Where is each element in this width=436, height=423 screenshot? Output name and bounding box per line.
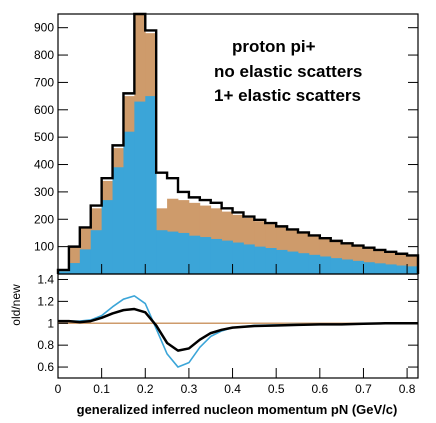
x-tick-label: 0.7 xyxy=(355,382,372,396)
bar-no-elastic xyxy=(407,255,419,274)
bar-no-elastic xyxy=(341,243,353,274)
bar-no-elastic xyxy=(385,251,397,274)
bar-elastic xyxy=(363,262,375,274)
bar-elastic xyxy=(232,242,244,274)
bar-elastic xyxy=(156,230,168,274)
legend-elastic: 1+ elastic scatters xyxy=(214,86,361,105)
bar-elastic xyxy=(330,258,343,274)
ratio-y-tick-label: 0.6 xyxy=(37,360,54,374)
top-y-tick-label: 600 xyxy=(34,103,54,117)
bar-elastic xyxy=(123,131,135,274)
ratio-line-elastic xyxy=(58,295,418,368)
ratio-y-tick-label: 1.2 xyxy=(37,294,54,308)
bar-no-elastic xyxy=(68,246,81,274)
ratio-y-tick-label: 1 xyxy=(47,316,54,330)
bar-elastic xyxy=(265,248,277,274)
top-y-tick-label: 500 xyxy=(34,130,54,144)
bar-no-elastic xyxy=(352,245,364,274)
histogram-outline-proton-pi xyxy=(56,12,420,274)
top-histogram-panel: 100 200 300 400 500 600 700 800 900 xyxy=(34,12,420,275)
bar-elastic xyxy=(79,249,92,274)
top-y-tick-label: 700 xyxy=(34,75,54,89)
x-tick-label: 0.3 xyxy=(181,382,198,396)
ratio-panel: 0.6 0.8 1 1.2 1.4 0 0.1 0.2 0.3 0.4 0.5 0.6 0.7 0.8 xyxy=(37,272,419,396)
top-y-tick-label: 300 xyxy=(34,185,54,199)
bar-elastic xyxy=(243,244,255,274)
bar-no-elastic xyxy=(330,241,343,274)
bar-elastic xyxy=(276,249,288,274)
bar-elastic xyxy=(145,96,157,275)
bar-elastic xyxy=(341,259,353,274)
bar-no-elastic xyxy=(363,247,375,274)
x-tick-label: 0.5 xyxy=(268,382,285,396)
bar-elastic xyxy=(374,263,386,274)
legend-no-elastic: no elastic scatters xyxy=(214,62,362,81)
bar-elastic xyxy=(134,101,146,274)
bar-elastic xyxy=(287,251,299,274)
bar-elastic xyxy=(68,263,81,274)
legend-title: proton pi+ xyxy=(232,37,316,56)
bar-no-elastic xyxy=(374,249,386,274)
bar-elastic xyxy=(112,167,124,274)
legend: proton pi+ no elastic scatters 1+ elasti… xyxy=(214,37,362,105)
bar-elastic xyxy=(221,240,233,274)
bar-elastic xyxy=(167,231,179,274)
bar-elastic xyxy=(352,260,364,274)
x-tick-label: 0.4 xyxy=(224,382,241,396)
ratio-y-tick-label: 1.4 xyxy=(37,272,54,286)
bar-no-elastic xyxy=(319,238,332,274)
bar-elastic xyxy=(319,256,332,274)
top-y-tick-label: 900 xyxy=(34,21,54,35)
top-y-tick-label: 200 xyxy=(34,212,54,226)
ratio-y-axis-title: old/new xyxy=(9,284,23,326)
x-tick-label: 0.8 xyxy=(399,382,416,396)
ratio-y-tick-label: 0.8 xyxy=(37,338,54,352)
bar-elastic xyxy=(210,238,223,274)
bar-elastic xyxy=(58,271,70,274)
ratio-line-proton-pi xyxy=(58,307,418,352)
x-axis-title: generalized inferred nucleon momentum pN… xyxy=(77,402,398,417)
x-tick-label: 0.2 xyxy=(137,382,154,396)
top-y-tick-label: 800 xyxy=(34,48,54,62)
bar-elastic xyxy=(178,232,190,274)
bar-elastic xyxy=(101,200,113,274)
bar-elastic xyxy=(188,235,201,274)
bar-elastic xyxy=(90,230,103,274)
bar-elastic xyxy=(254,246,266,274)
bar-elastic xyxy=(298,253,310,274)
bar-elastic xyxy=(396,265,408,274)
bar-elastic xyxy=(308,254,321,274)
bar-no-elastic xyxy=(396,253,408,274)
top-y-tick-label: 100 xyxy=(34,240,54,254)
x-tick-label: 0 xyxy=(55,382,62,396)
bar-elastic xyxy=(199,237,212,274)
ratio-frame xyxy=(57,273,419,379)
x-tick-label: 0.6 xyxy=(311,382,328,396)
bar-elastic xyxy=(407,266,419,274)
bar-elastic xyxy=(385,264,397,274)
x-tick-label: 0.1 xyxy=(93,382,110,396)
top-y-tick-label: 400 xyxy=(34,158,54,172)
